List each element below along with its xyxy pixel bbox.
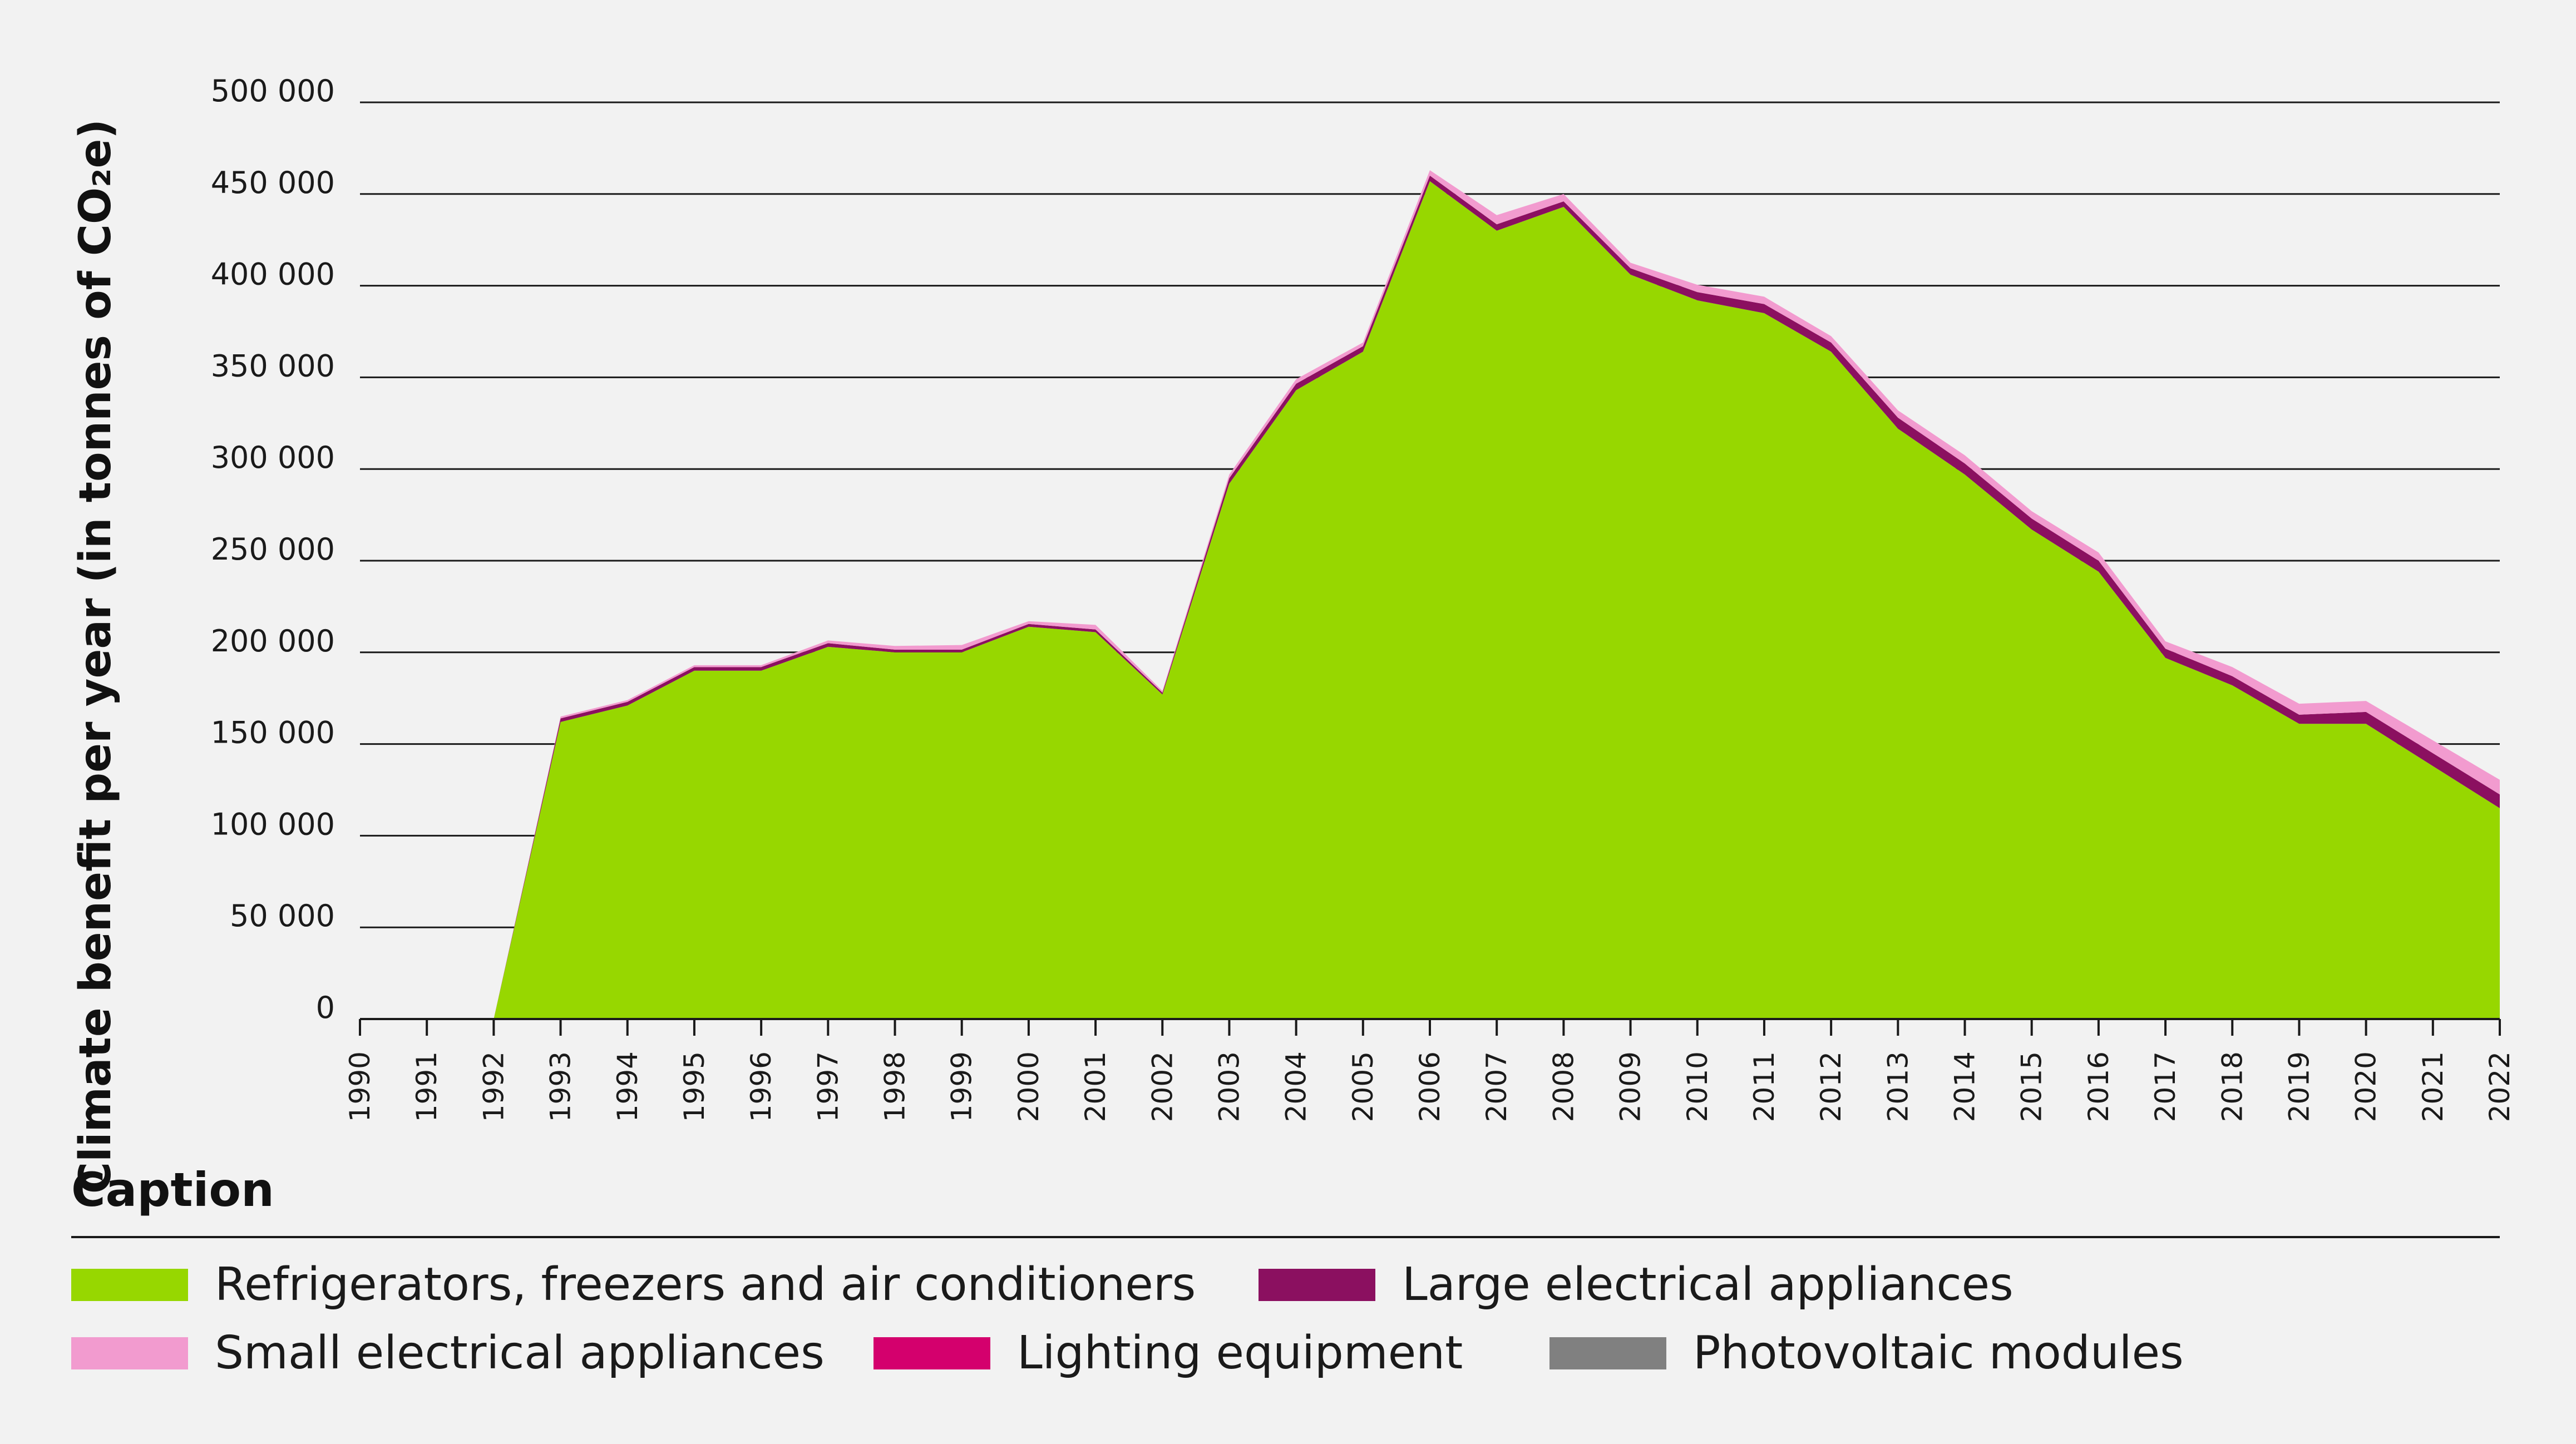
- x-tick-label: 1992: [477, 1051, 510, 1122]
- y-tick-label: 50 000: [230, 898, 335, 933]
- y-tick-label: 100 000: [211, 807, 335, 842]
- legend-label-small-appliances: Small electrical appliances: [215, 1327, 825, 1379]
- legend-swatch-photovoltaic: [1549, 1337, 1666, 1369]
- x-tick-label: 1999: [946, 1051, 978, 1122]
- x-tick-label: 2012: [1815, 1051, 1847, 1122]
- x-tick-label: 2020: [2350, 1051, 2382, 1122]
- y-tick-label: 350 000: [211, 348, 335, 383]
- x-tick-label: 2013: [1882, 1051, 1914, 1122]
- y-tick-label: 0: [316, 990, 335, 1025]
- y-tick-label: 250 000: [211, 532, 335, 567]
- x-tick-label: 2014: [1949, 1051, 1981, 1122]
- x-tick-label: 2005: [1347, 1051, 1379, 1122]
- x-tick-label: 2009: [1615, 1051, 1647, 1122]
- legend-item-refrigerators: Refrigerators, freezers and air conditio…: [71, 1258, 1196, 1311]
- legend-title: Caption: [71, 1163, 274, 1217]
- y-tick-label: 150 000: [211, 715, 335, 750]
- x-tick-label: 2017: [2149, 1051, 2182, 1122]
- legend-label-large-appliances: Large electrical appliances: [1402, 1258, 2014, 1311]
- legend-swatch-large-appliances: [1259, 1268, 1375, 1301]
- y-tick-label: 200 000: [211, 624, 335, 659]
- legend-label-photovoltaic: Photovoltaic modules: [1693, 1327, 2184, 1379]
- x-tick-label: 1995: [678, 1051, 710, 1122]
- y-tick-label: 500 000: [211, 73, 335, 108]
- x-tick-label: 2016: [2082, 1051, 2115, 1122]
- x-axis-ticks: 1990 1991 1992 1993 1994 1995 1996 1997 1998 1999…: [344, 1019, 2516, 1122]
- x-tick-label: 2015: [2016, 1051, 2048, 1122]
- legend-divider: [71, 1236, 2500, 1238]
- x-tick-label: 2001: [1079, 1051, 1112, 1122]
- y-tick-label: 400 000: [211, 257, 335, 292]
- x-tick-label: 2010: [1681, 1051, 1714, 1122]
- x-tick-label: 1996: [745, 1051, 777, 1122]
- x-tick-label: 2002: [1146, 1051, 1178, 1122]
- legend-swatch-small-appliances: [71, 1337, 188, 1369]
- x-tick-label: 2018: [2216, 1051, 2248, 1122]
- legend-item-lighting: Lighting equipment: [874, 1327, 1463, 1379]
- y-tick-label: 300 000: [211, 440, 335, 475]
- x-tick-label: 2000: [1013, 1051, 1045, 1122]
- area-refrigerators-freezers-and-air-conditioners: [360, 181, 2500, 1020]
- legend-item-large-appliances: Large electrical appliances: [1259, 1258, 2014, 1311]
- y-axis-title: Climate benefit per year (in tonnes of C…: [71, 119, 121, 1194]
- x-tick-label: 1994: [611, 1051, 644, 1122]
- y-axis-ticks: 0 50 000 100 000 150 000 200 000 250 000 300 0…: [211, 73, 335, 1025]
- x-tick-label: 1990: [344, 1051, 376, 1122]
- x-tick-label: 1991: [411, 1051, 443, 1122]
- area-series: [360, 170, 2500, 1020]
- x-tick-label: 2003: [1213, 1051, 1245, 1122]
- x-tick-label: 2007: [1481, 1051, 1513, 1122]
- x-tick-label: 2004: [1280, 1051, 1312, 1122]
- legend-swatch-lighting: [874, 1337, 990, 1369]
- x-tick-label: 2022: [2484, 1051, 2516, 1122]
- x-tick-label: 2021: [2417, 1051, 2449, 1122]
- x-tick-label: 2006: [1414, 1051, 1446, 1122]
- x-tick-label: 1997: [812, 1051, 844, 1122]
- x-tick-label: 2019: [2283, 1051, 2315, 1122]
- legend-item-photovoltaic: Photovoltaic modules: [1549, 1327, 2184, 1379]
- x-tick-label: 1993: [545, 1051, 577, 1122]
- legend-label-lighting: Lighting equipment: [1017, 1327, 1463, 1379]
- legend-label-refrigerators: Refrigerators, freezers and air conditio…: [215, 1258, 1196, 1311]
- legend-item-small-appliances: Small electrical appliances: [71, 1327, 825, 1379]
- x-tick-label: 2008: [1547, 1051, 1580, 1122]
- x-tick-label: 2011: [1748, 1051, 1780, 1122]
- y-tick-label: 450 000: [211, 165, 335, 200]
- legend-swatch-refrigerators: [71, 1268, 188, 1301]
- x-tick-label: 1998: [879, 1051, 911, 1122]
